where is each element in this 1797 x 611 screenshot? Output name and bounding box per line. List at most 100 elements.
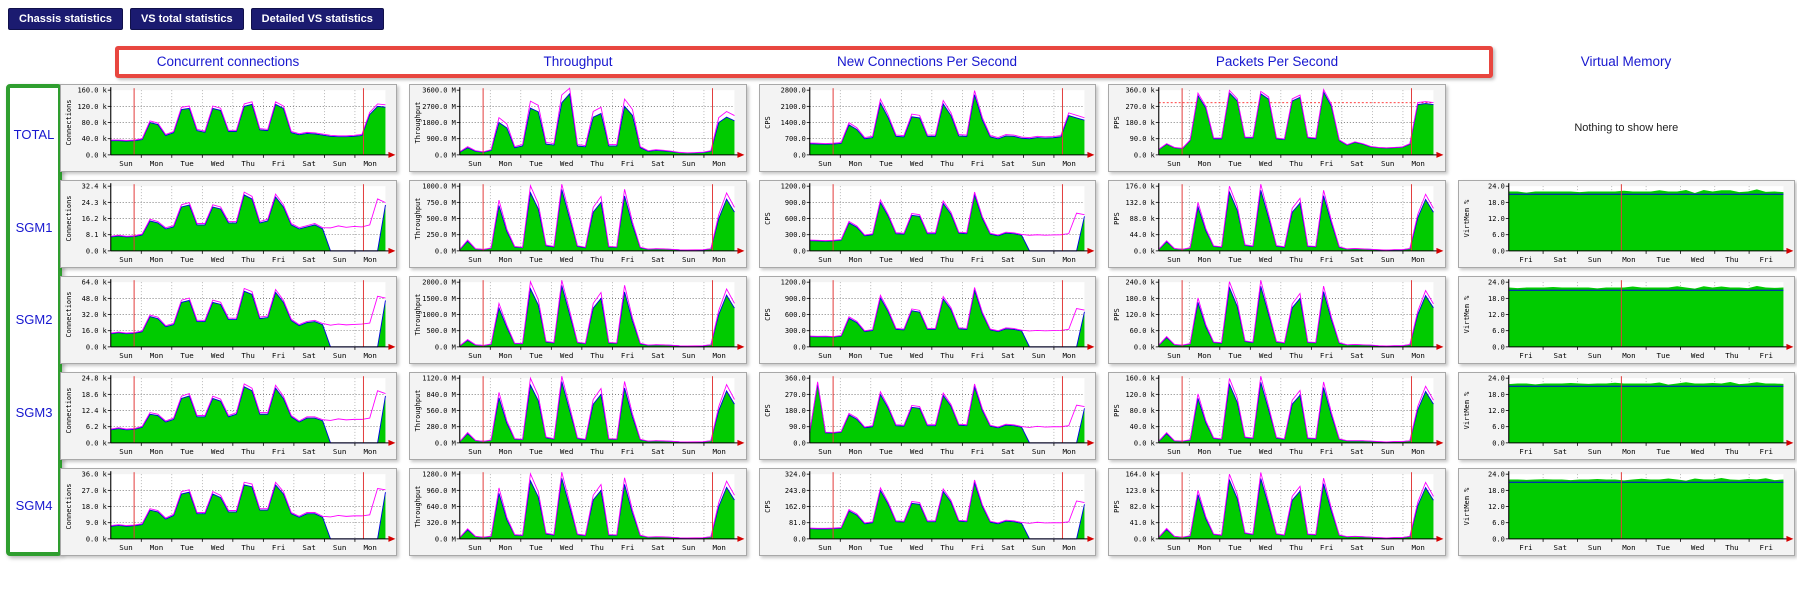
svg-text:1280.0 M: 1280.0 M <box>423 471 457 479</box>
chart-total-virtual-memory: Nothing to show here <box>1457 84 1795 172</box>
svg-text:Tue: Tue <box>1229 447 1243 456</box>
svg-text:Fri: Fri <box>971 351 984 360</box>
svg-text:Sun: Sun <box>119 351 132 360</box>
svg-text:1500.0 M: 1500.0 M <box>423 295 457 303</box>
tab-vs-total-statistics[interactable]: VS total statistics <box>129 8 244 30</box>
svg-text:82.0 k: 82.0 k <box>1130 503 1156 511</box>
svg-text:Sun: Sun <box>119 543 132 552</box>
svg-text:0.0 k: 0.0 k <box>86 247 108 255</box>
svg-text:Tue: Tue <box>1656 447 1670 456</box>
svg-text:16.2 k: 16.2 k <box>82 215 108 223</box>
svg-text:Thu: Thu <box>241 543 254 552</box>
svg-text:Thu: Thu <box>1290 255 1303 264</box>
svg-text:32.0 k: 32.0 k <box>82 311 108 319</box>
chart-svg: 324.0 243.0 162.0 81.0 0.0 Sun Mon Tue Wed Thu Fri… <box>764 471 1095 552</box>
svg-text:500.0 M: 500.0 M <box>427 215 456 223</box>
svg-text:Connections: Connections <box>65 387 73 433</box>
svg-text:0.0: 0.0 <box>793 151 806 159</box>
svg-text:324.0: 324.0 <box>785 471 806 479</box>
svg-text:500.0 M: 500.0 M <box>427 327 456 335</box>
svg-text:Thu: Thu <box>241 447 254 456</box>
svg-text:Mon: Mon <box>1622 543 1635 552</box>
svg-text:Wed: Wed <box>910 447 923 456</box>
svg-text:PPS: PPS <box>1113 212 1121 225</box>
chart-svg: 1000.0 M 750.0 M 500.0 M 250.0 M 0.0 M Sun Mon… <box>414 183 745 264</box>
svg-text:Thu: Thu <box>1290 351 1303 360</box>
chart-sgm3-new-connections-per-second: 360.0 270.0 180.0 90.0 0.0 Sun Mon Tue Wed Thu Fri… <box>758 372 1097 460</box>
svg-text:Sat: Sat <box>1553 255 1566 264</box>
svg-text:Thu: Thu <box>591 543 604 552</box>
svg-text:27.0 k: 27.0 k <box>82 487 108 495</box>
svg-text:Connections: Connections <box>65 291 73 337</box>
chart-sgm4-virtual-memory: 24.0 18.0 12.0 6.0 0.0 Fri Sat Sun Mon Tue Wed Thu F… <box>1457 468 1795 556</box>
svg-text:0.0 k: 0.0 k <box>86 343 108 351</box>
svg-text:900.0: 900.0 <box>785 199 806 207</box>
magenta-line-series <box>110 101 386 141</box>
chart-sgm4-new-connections-per-second: 324.0 243.0 162.0 81.0 0.0 Sun Mon Tue Wed Thu Fri… <box>758 468 1097 556</box>
svg-text:0.0 k: 0.0 k <box>1134 343 1156 351</box>
svg-text:700.0: 700.0 <box>785 135 806 143</box>
svg-text:Tue: Tue <box>180 159 194 168</box>
svg-text:Mon: Mon <box>1412 543 1425 552</box>
svg-text:Wed: Wed <box>1690 255 1703 264</box>
svg-text:Wed: Wed <box>1690 543 1703 552</box>
svg-text:Sun: Sun <box>333 351 346 360</box>
svg-text:Sun: Sun <box>1587 351 1600 360</box>
svg-text:360.0 k: 360.0 k <box>1126 87 1156 95</box>
magenta-line-series <box>1158 376 1435 443</box>
svg-text:Sun: Sun <box>119 255 132 264</box>
svg-text:Thu: Thu <box>940 447 953 456</box>
svg-text:Mon: Mon <box>1412 159 1425 168</box>
svg-text:960.0 M: 960.0 M <box>427 487 456 495</box>
svg-text:Sun: Sun <box>818 447 831 456</box>
svg-text:Sat: Sat <box>652 447 665 456</box>
chart-svg: 24.0 18.0 12.0 6.0 0.0 Fri Sat Sun Mon Tue Wed Thu F… <box>1463 375 1793 456</box>
svg-text:VirtMem %: VirtMem % <box>1463 487 1471 525</box>
svg-text:0.0 k: 0.0 k <box>1134 151 1156 159</box>
chart-sgm4-packets-per-second: 164.0 k 123.0 k 82.0 k 41.0 k 0.0 k Sun Mon Tue… <box>1108 468 1446 556</box>
tab-chassis-statistics[interactable]: Chassis statistics <box>8 8 123 30</box>
svg-text:Mon: Mon <box>499 447 512 456</box>
svg-text:Sun: Sun <box>1167 351 1180 360</box>
svg-text:Thu: Thu <box>940 543 953 552</box>
svg-text:Mon: Mon <box>150 447 163 456</box>
svg-text:Wed: Wed <box>1259 543 1272 552</box>
svg-text:Sat: Sat <box>1001 255 1014 264</box>
svg-text:PPS: PPS <box>1113 500 1121 513</box>
magenta-line-series <box>809 287 1085 338</box>
green-area-series <box>809 383 1085 443</box>
column-header-virtual-memory: Virtual Memory <box>1580 54 1672 69</box>
svg-text:0.0 k: 0.0 k <box>86 535 108 543</box>
svg-text:Wed: Wed <box>211 255 224 264</box>
tab-detailed-vs-statistics[interactable]: Detailed VS statistics <box>250 8 384 30</box>
svg-text:Thu: Thu <box>241 159 254 168</box>
svg-text:Fri: Fri <box>1759 447 1772 456</box>
svg-text:Wed: Wed <box>910 543 923 552</box>
svg-text:180.0: 180.0 <box>785 407 806 415</box>
svg-text:Thu: Thu <box>591 447 604 456</box>
svg-text:Mon: Mon <box>1198 447 1211 456</box>
svg-text:160.0 k: 160.0 k <box>77 87 107 95</box>
svg-text:CPS: CPS <box>764 404 772 417</box>
svg-text:48.0 k: 48.0 k <box>82 295 108 303</box>
chart-svg: 360.0 270.0 180.0 90.0 0.0 Sun Mon Tue Wed Thu Fri… <box>764 375 1095 456</box>
svg-text:Sat: Sat <box>302 255 315 264</box>
svg-text:Thu: Thu <box>591 255 604 264</box>
svg-text:Throughput: Throughput <box>414 294 422 336</box>
svg-text:Fri: Fri <box>621 159 634 168</box>
svg-text:0.0 M: 0.0 M <box>435 247 456 255</box>
svg-text:1200.0: 1200.0 <box>780 183 805 191</box>
svg-text:2100.0: 2100.0 <box>780 103 805 111</box>
chart-svg: 24.8 k 18.6 k 12.4 k 6.2 k 0.0 k Sun Mon Tue Wed… <box>65 375 396 456</box>
svg-text:Fri: Fri <box>1519 351 1532 360</box>
svg-text:VirtMem %: VirtMem % <box>1463 199 1471 237</box>
svg-text:Mon: Mon <box>499 351 512 360</box>
green-area-series <box>110 104 386 155</box>
svg-text:60.0 k: 60.0 k <box>1130 327 1156 335</box>
svg-text:900.0: 900.0 <box>785 295 806 303</box>
svg-text:Tue: Tue <box>530 255 544 264</box>
svg-text:Mon: Mon <box>713 543 726 552</box>
svg-text:Throughput: Throughput <box>414 486 422 528</box>
svg-text:CPS: CPS <box>764 500 772 513</box>
